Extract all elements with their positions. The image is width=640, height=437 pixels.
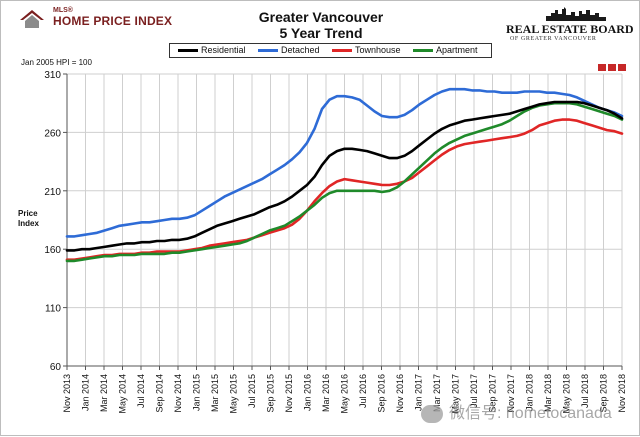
y-axis-title-line2: Index — [18, 219, 39, 228]
chart-title: Greater Vancouver — [258, 9, 384, 25]
x-tick-label: Sep 2018 — [599, 374, 609, 413]
x-tick-labels: Nov 2013 Jan 2014 Mar 2014 May 2014 Jul 2014… — [62, 374, 627, 414]
badge-icon — [598, 64, 606, 71]
x-tick-label: Jan 2014 — [81, 374, 91, 411]
y-tick-label: 160 — [44, 245, 61, 256]
house-logo-icon — [20, 10, 44, 28]
x-tick-label: Sep 2014 — [155, 374, 165, 413]
legend-swatch — [178, 49, 198, 53]
y-tick-label: 60 — [50, 362, 62, 373]
series-line-townhouse — [65, 118, 624, 262]
x-tick-label: Sep 2017 — [488, 374, 498, 413]
x-tick-label: Mar 2014 — [99, 374, 109, 412]
legend-item-townhouse: Townhouse — [332, 45, 401, 56]
x-tick-label: Nov 2013 — [62, 374, 72, 413]
badge-icon — [608, 64, 616, 71]
x-tick-label: Mar 2016 — [321, 374, 331, 412]
wechat-icon — [421, 404, 443, 423]
x-tick-label: May 2018 — [562, 374, 572, 414]
y-tick-label: 310 — [44, 70, 61, 81]
logo-hpi-text: HOME PRICE INDEX — [53, 14, 173, 28]
legend-swatch — [332, 49, 352, 53]
legend-swatch — [413, 49, 433, 53]
hpi-base-note: Jan 2005 HPI = 100 — [21, 58, 92, 67]
x-tick-label: Jan 2015 — [192, 374, 202, 411]
x-tick-label: Sep 2015 — [266, 374, 276, 413]
x-tick-label: Jan 2017 — [414, 374, 424, 411]
series-lines — [65, 87, 624, 263]
x-tick-label: Jan 2016 — [303, 374, 313, 411]
series-line-residential — [65, 100, 624, 252]
axes — [63, 73, 623, 370]
legend-item-residential: Residential — [178, 45, 246, 56]
y-axis-title-line1: Price — [18, 209, 38, 218]
real-estate-board-logo: REAL ESTATE BOARD OF GREATER VANCOUVER — [506, 5, 634, 45]
x-tick-label: Mar 2017 — [432, 374, 442, 412]
legend-item-apartment: Apartment — [413, 45, 478, 56]
series-line-detached — [65, 87, 624, 238]
wechat-watermark: 微信号: hometocanada — [421, 399, 636, 427]
x-tick-label: Jul 2017 — [469, 374, 479, 408]
legend-label: Detached — [281, 45, 320, 55]
x-tick-label: May 2017 — [451, 374, 461, 414]
chart-subtitle: 5 Year Trend — [279, 25, 363, 41]
legend-item-detached: Detached — [258, 45, 320, 56]
x-tick-label: Sep 2016 — [377, 374, 387, 413]
logo-mls-text: MLS® — [53, 7, 73, 14]
x-tick-label: May 2014 — [118, 374, 128, 414]
series-line-apartment — [65, 101, 624, 263]
x-tick-label: Mar 2015 — [210, 374, 220, 412]
legend-swatch — [258, 49, 278, 53]
x-tick-label: Jul 2014 — [136, 374, 146, 408]
x-tick-label: Nov 2014 — [173, 374, 183, 413]
grid-lines — [66, 73, 623, 367]
watermark-text: 微信号: hometocanada — [449, 405, 612, 422]
board-logo-line1: REAL ESTATE BOARD — [506, 22, 634, 36]
mls-hpi-logo: MLS® HOME PRICE INDEX — [19, 7, 189, 33]
y-tick-labels: 60 110 160 210 260 310 — [44, 70, 61, 373]
legend-label: Townhouse — [355, 45, 401, 55]
legend-label: Apartment — [436, 45, 478, 55]
legend-label: Residential — [201, 45, 246, 55]
badge-icon — [618, 64, 626, 71]
x-tick-label: May 2015 — [229, 374, 239, 414]
x-tick-label: Nov 2017 — [506, 374, 516, 413]
x-tick-label: Jul 2018 — [580, 374, 590, 408]
city-skyline-icon — [546, 7, 606, 21]
x-tick-label: Jul 2016 — [358, 374, 368, 408]
board-logo-line2: OF GREATER VANCOUVER — [510, 36, 597, 42]
board-badges — [598, 64, 628, 72]
x-tick-label: May 2016 — [340, 374, 350, 414]
x-tick-label: Nov 2018 — [617, 374, 627, 413]
x-tick-label: Mar 2018 — [543, 374, 553, 412]
y-tick-label: 210 — [44, 187, 61, 198]
x-tick-label: Nov 2015 — [284, 374, 294, 413]
x-tick-label: Nov 2016 — [395, 374, 405, 413]
chart-legend: Residential Detached Townhouse Apartment — [169, 43, 492, 58]
x-tick-label: Jan 2018 — [525, 374, 535, 411]
y-tick-label: 110 — [45, 304, 61, 315]
x-tick-label: Jul 2015 — [247, 374, 257, 408]
y-axis-title: Price Index — [18, 209, 39, 229]
y-tick-label: 260 — [44, 128, 61, 139]
